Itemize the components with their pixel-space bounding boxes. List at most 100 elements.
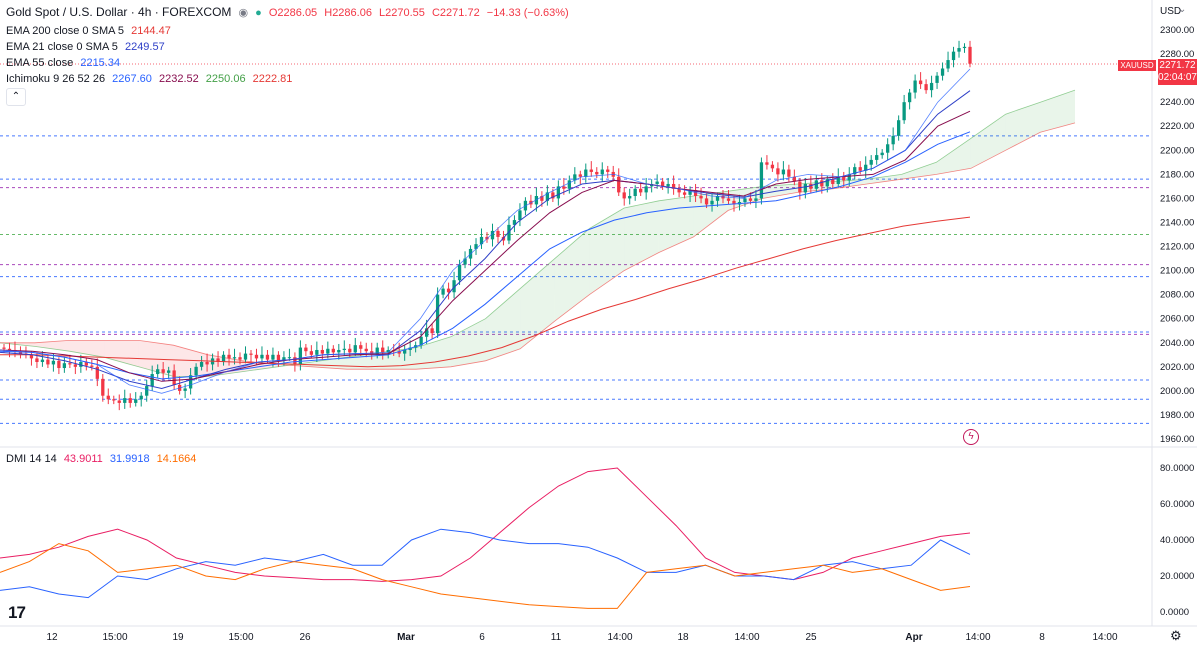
candle-body[interactable]: [35, 358, 39, 363]
candle-body[interactable]: [446, 288, 451, 293]
ichimoku-legend[interactable]: Ichimoku 9 26 52 26 2267.60 2232.52 2250…: [6, 72, 296, 86]
candle-body[interactable]: [918, 80, 923, 85]
candle-body[interactable]: [479, 236, 484, 245]
candle-body[interactable]: [567, 180, 571, 189]
candle-body[interactable]: [112, 399, 116, 401]
candle-body[interactable]: [463, 258, 467, 265]
candle-body[interactable]: [430, 328, 434, 334]
candle-body[interactable]: [787, 169, 791, 177]
candle-body[interactable]: [441, 288, 445, 295]
candle-body[interactable]: [913, 80, 917, 93]
candle-body[interactable]: [776, 168, 780, 175]
candle-body[interactable]: [704, 198, 709, 205]
candle-body[interactable]: [770, 164, 775, 169]
candle-body[interactable]: [929, 82, 934, 91]
candle-body[interactable]: [161, 369, 165, 373]
candle-body[interactable]: [935, 75, 939, 83]
currency-label[interactable]: USD: [1160, 6, 1182, 17]
candle-body[interactable]: [540, 196, 544, 201]
candle-body[interactable]: [73, 364, 77, 367]
candle-body[interactable]: [842, 176, 846, 181]
candle-body[interactable]: [847, 174, 851, 181]
candle-body[interactable]: [496, 230, 500, 237]
candle-body[interactable]: [490, 230, 495, 240]
dmi-legend[interactable]: DMI 14 14 43.9011 31.9918 14.1664: [6, 452, 200, 466]
visibility-icon[interactable]: ◉: [238, 7, 249, 19]
candle-body[interactable]: [79, 362, 83, 367]
candle-body[interactable]: [62, 363, 67, 369]
candle-body[interactable]: [600, 169, 604, 175]
candle-body[interactable]: [435, 294, 440, 334]
candle-body[interactable]: [359, 345, 363, 349]
candle-body[interactable]: [298, 347, 303, 365]
candle-body[interactable]: [573, 174, 577, 181]
candle-body[interactable]: [150, 374, 154, 387]
candle-body[interactable]: [134, 399, 138, 403]
candle-body[interactable]: [946, 60, 950, 69]
candle-body[interactable]: [545, 192, 550, 201]
candle-body[interactable]: [232, 357, 237, 359]
candle-body[interactable]: [617, 176, 621, 193]
dmi-series-line-2[interactable]: [0, 543, 971, 609]
candle-body[interactable]: [2, 347, 6, 349]
candle-body[interactable]: [639, 188, 643, 193]
candle-body[interactable]: [238, 357, 242, 360]
candle-body[interactable]: [117, 400, 121, 403]
candle-body[interactable]: [167, 370, 171, 373]
candle-body[interactable]: [858, 167, 862, 171]
candle-body[interactable]: [403, 349, 407, 354]
candle-body[interactable]: [397, 351, 401, 354]
candle-body[interactable]: [188, 375, 193, 389]
candle-body[interactable]: [320, 349, 324, 354]
candle-body[interactable]: [29, 354, 34, 359]
candle-body[interactable]: [265, 354, 270, 360]
ema21-legend[interactable]: EMA 21 close 0 SMA 5 2249.57: [6, 40, 169, 54]
candle-body[interactable]: [254, 354, 259, 359]
candle-body[interactable]: [84, 362, 88, 366]
candle-body[interactable]: [726, 198, 731, 201]
candle-body[interactable]: [46, 359, 50, 365]
candle-body[interactable]: [474, 244, 478, 249]
candle-body[interactable]: [199, 362, 204, 367]
candle-body[interactable]: [924, 84, 928, 91]
candle-body[interactable]: [342, 348, 346, 350]
candle-body[interactable]: [424, 328, 429, 337]
candle-body[interactable]: [644, 186, 648, 193]
candle-body[interactable]: [51, 360, 56, 365]
ema55-line[interactable]: [0, 131, 971, 380]
candle-body[interactable]: [940, 68, 945, 76]
candle-body[interactable]: [688, 189, 692, 195]
candle-body[interactable]: [139, 395, 143, 400]
candle-body[interactable]: [897, 120, 901, 136]
candle-body[interactable]: [902, 102, 906, 121]
symbol-title[interactable]: Gold Spot / U.S. Dollar · 4h · FOREXCOM: [6, 5, 232, 19]
candle-body[interactable]: [7, 348, 12, 350]
candle-body[interactable]: [951, 51, 956, 61]
candle-body[interactable]: [655, 181, 659, 184]
candle-body[interactable]: [249, 353, 253, 355]
candle-body[interactable]: [348, 348, 352, 353]
candle-body[interactable]: [584, 169, 588, 177]
candle-body[interactable]: [869, 159, 873, 165]
candle-body[interactable]: [452, 280, 456, 293]
candle-body[interactable]: [40, 359, 45, 363]
candle-body[interactable]: [765, 162, 769, 165]
candle-body[interactable]: [710, 200, 714, 205]
candle-body[interactable]: [194, 366, 198, 376]
candle-body[interactable]: [968, 46, 972, 64]
candle-body[interactable]: [748, 198, 753, 201]
ema200-legend[interactable]: EMA 200 close 0 SMA 5 2144.47: [6, 24, 175, 38]
candle-body[interactable]: [57, 360, 61, 369]
candle-body[interactable]: [606, 169, 610, 172]
candle-body[interactable]: [792, 176, 797, 182]
candle-body[interactable]: [386, 349, 390, 353]
candle-body[interactable]: [699, 196, 703, 199]
ema21-line[interactable]: [0, 90, 971, 390]
candle-body[interactable]: [880, 152, 884, 156]
candle-body[interactable]: [693, 189, 698, 197]
candle-body[interactable]: [293, 357, 297, 365]
candle-body[interactable]: [891, 135, 895, 145]
candle-body[interactable]: [145, 386, 149, 396]
candle-body[interactable]: [589, 169, 593, 172]
